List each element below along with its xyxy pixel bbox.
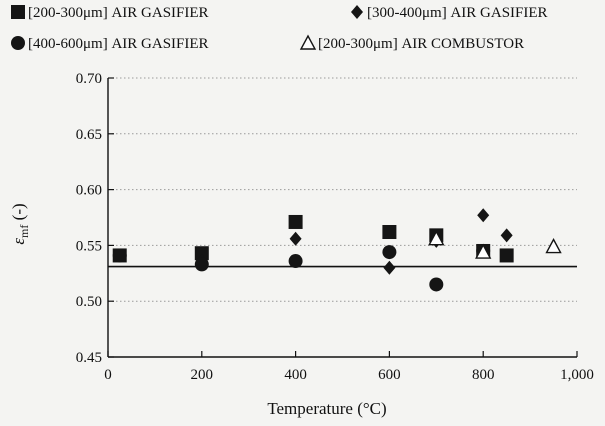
x-tick-label: 800: [472, 367, 495, 383]
x-tick-label: 1,000: [560, 367, 594, 383]
data-point-circle: [429, 277, 444, 292]
data-point-circle: [382, 245, 397, 260]
legend-label: [400-600μm] AIR GASIFIER: [28, 36, 209, 52]
tick-group: 0.45 0.50 0.55 0.60 0.65 0.70 0 200 400 600 800 1,0…: [76, 71, 594, 383]
y-tick-label: 0.55: [76, 238, 102, 254]
data-point-triangle-open: [545, 238, 562, 254]
x-tick-label: 400: [284, 367, 307, 383]
legend-marker-triangle-open: [299, 34, 317, 50]
data-point-diamond: [289, 231, 302, 246]
data-point-square: [499, 248, 514, 263]
y-tick-label: 0.60: [76, 183, 102, 199]
data-points: [112, 208, 562, 292]
x-tick-label: 0: [104, 367, 112, 383]
legend-marker-circle: [11, 36, 25, 50]
legend-marker-diamond: [351, 5, 363, 19]
data-point-circle: [288, 254, 303, 269]
data-point-diamond: [477, 208, 490, 223]
y-tick-label: 0.50: [76, 294, 102, 310]
y-axis-label-subscript: mf: [17, 225, 31, 238]
x-axis-label: Temperature (°C): [267, 399, 386, 418]
data-point-triangle-open: [475, 243, 492, 259]
legend-marker-square: [11, 5, 25, 19]
legend-label: [300-400μm] AIR GASIFIER: [367, 5, 548, 21]
data-point-square: [382, 225, 397, 240]
data-point-square: [194, 246, 209, 261]
legend-label: [200-300μm] AIR COMBUSTOR: [318, 36, 524, 52]
data-point-diamond: [383, 260, 396, 275]
data-point-square: [288, 214, 303, 229]
y-tick-label: 0.70: [76, 71, 102, 87]
y-axis-label-symbol: ε: [9, 238, 28, 245]
data-point-diamond: [500, 228, 513, 243]
legend-label: [200-300μm] AIR GASIFIER: [28, 5, 209, 21]
data-point-circle: [112, 248, 127, 263]
grid-lines: [108, 77, 577, 302]
legend: [200-300μm] AIR GASIFIER [300-400μm] AIR …: [11, 5, 548, 52]
y-tick-label: 0.45: [76, 350, 102, 366]
x-tick-label: 600: [378, 367, 401, 383]
data-point-triangle-open: [428, 230, 445, 246]
axes: [107, 78, 577, 358]
x-tick-label: 200: [191, 367, 214, 383]
y-tick-label: 0.65: [76, 127, 102, 143]
y-axis-label: εmf (-): [9, 203, 31, 244]
y-axis-label-unit: (-): [9, 203, 28, 224]
data-point-circle: [194, 257, 209, 272]
